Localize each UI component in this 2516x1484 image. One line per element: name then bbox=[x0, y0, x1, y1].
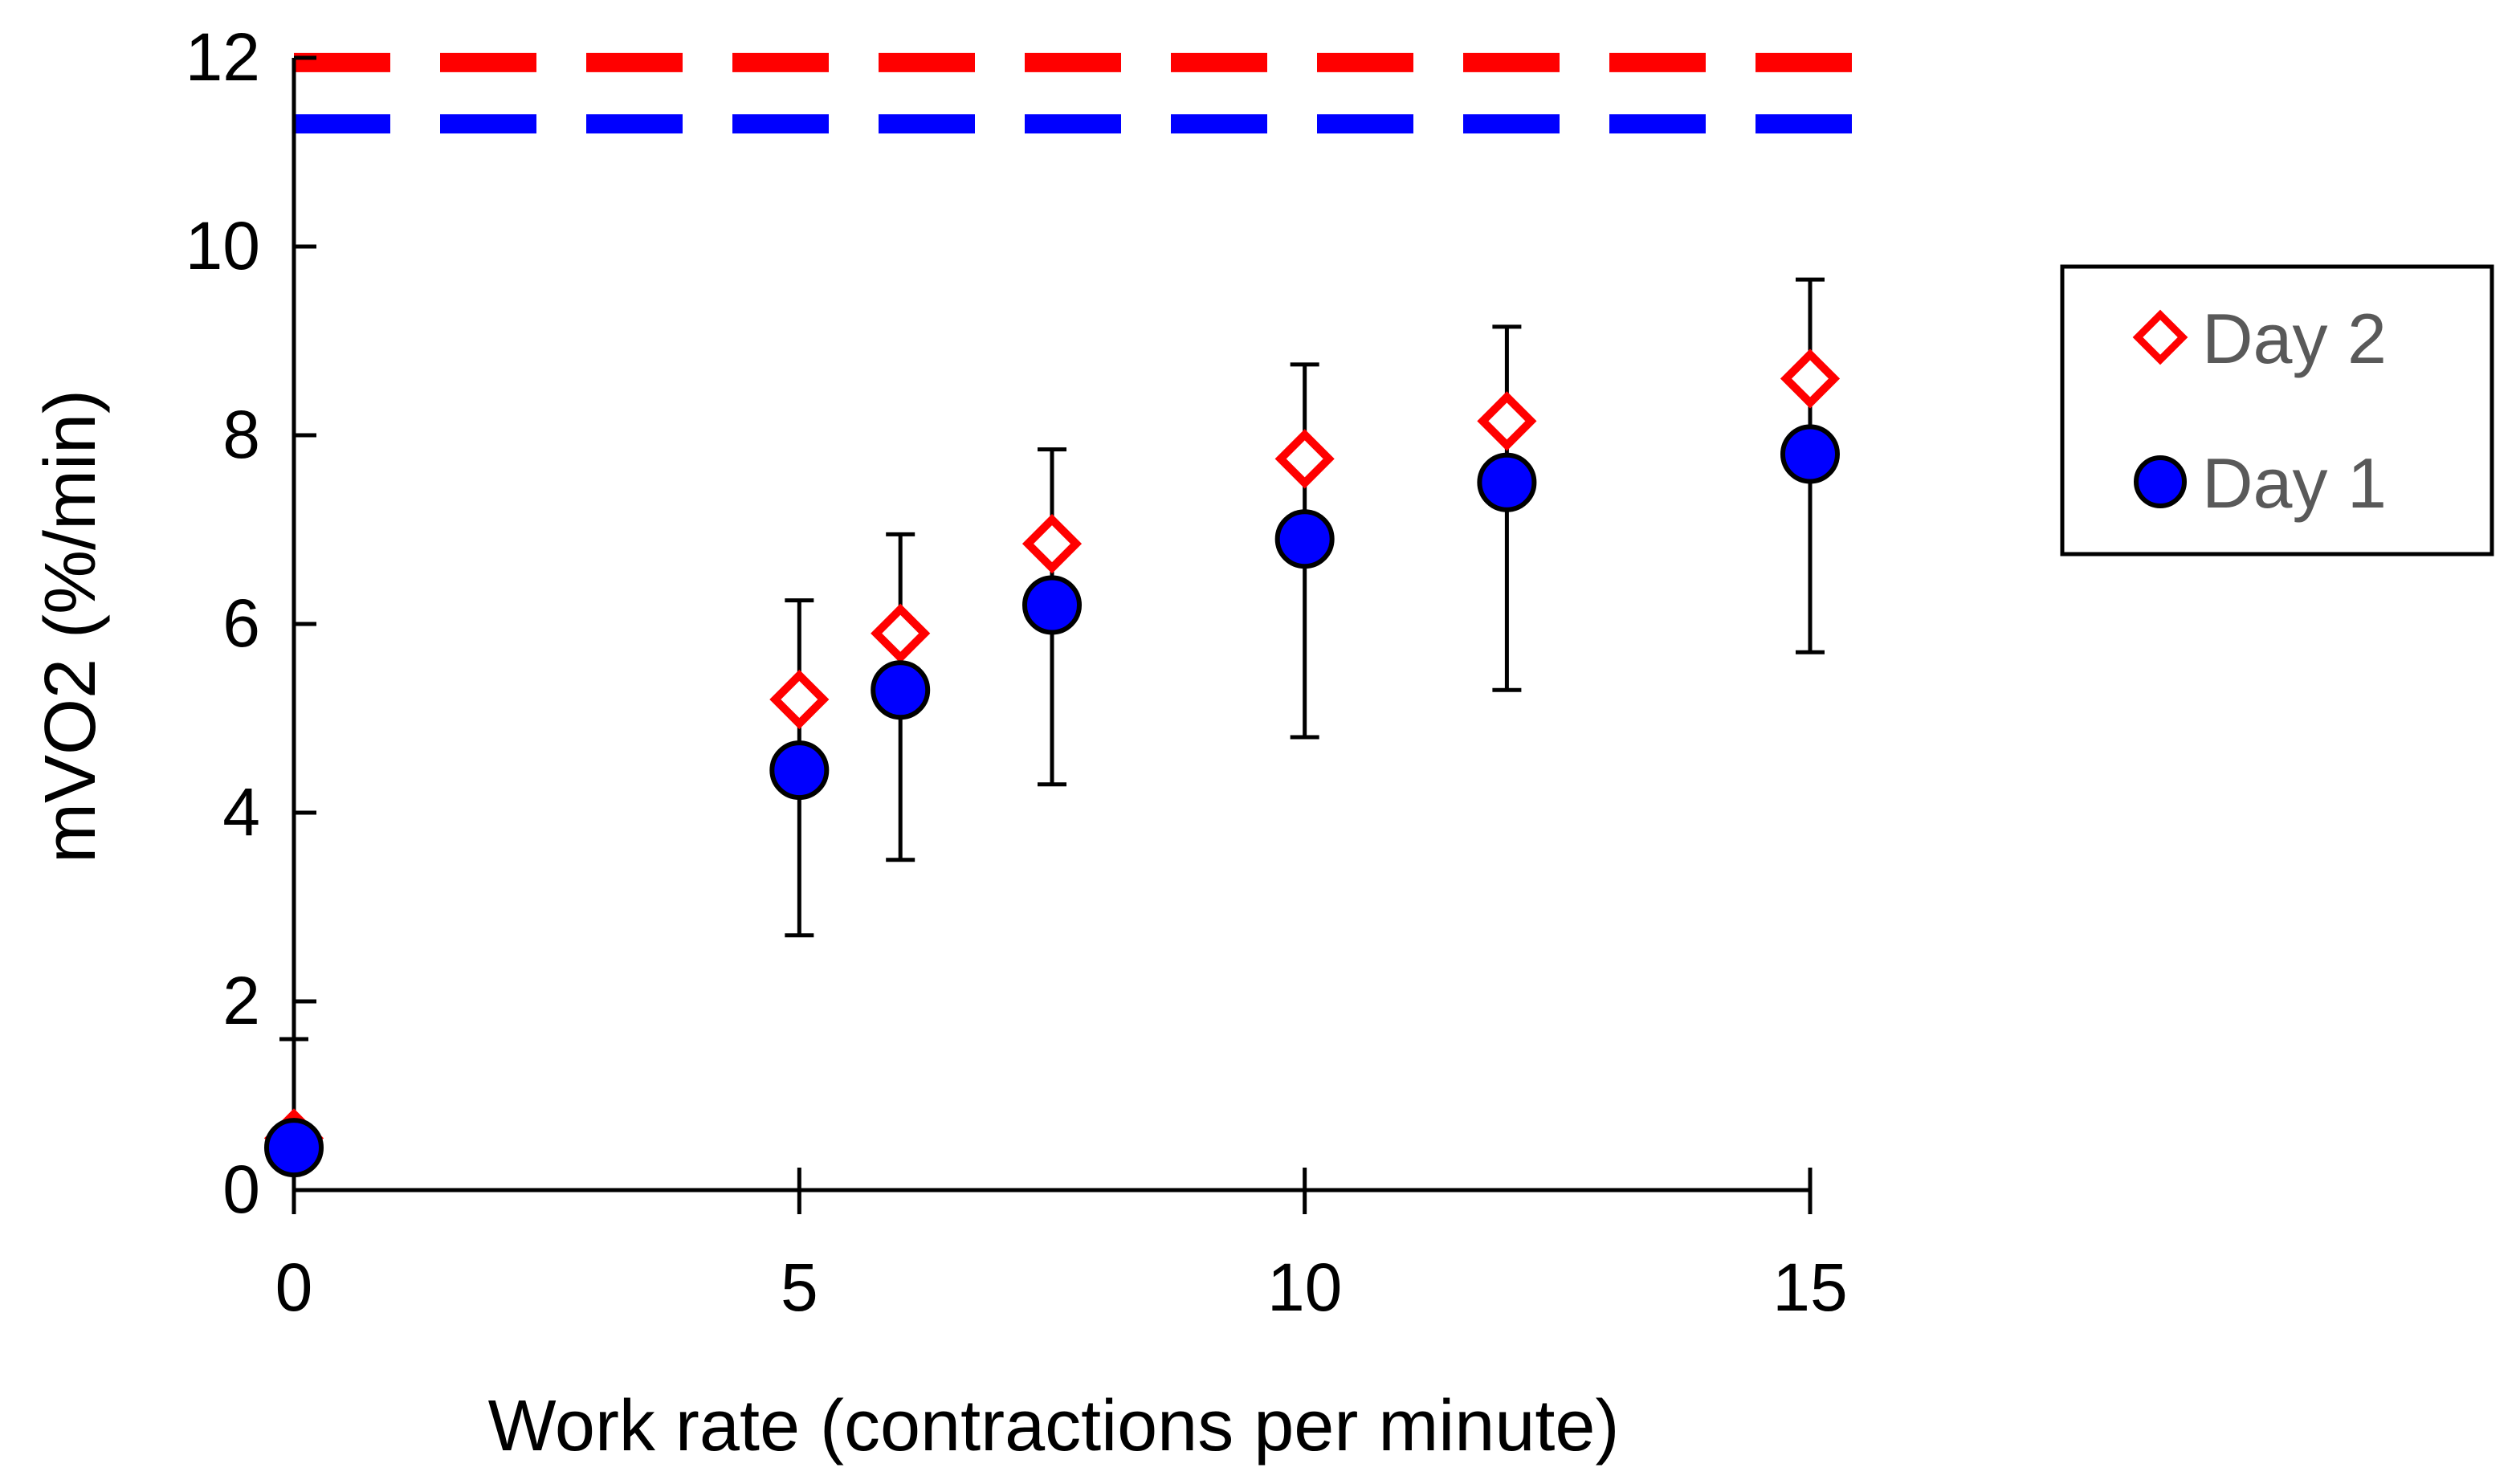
day2-point-6 bbox=[1477, 391, 1537, 451]
data-markers bbox=[263, 349, 1841, 1178]
y-tick-label-6: 6 bbox=[222, 585, 260, 661]
y-tick-label-12: 12 bbox=[186, 19, 260, 95]
tick-labels: 0 2 4 6 8 10 12 0 5 10 15 bbox=[186, 19, 1848, 1325]
y-tick-label-4: 4 bbox=[222, 774, 260, 850]
day1-point-4 bbox=[1022, 575, 1082, 635]
legend-day1-label: Day 1 bbox=[2202, 443, 2387, 523]
y-tick-label-0: 0 bbox=[222, 1152, 260, 1227]
day2-point-4 bbox=[1021, 514, 1083, 574]
legend-day2-marker bbox=[2132, 309, 2188, 365]
axes bbox=[292, 55, 1813, 1214]
y-tick-label-2: 2 bbox=[222, 963, 260, 1038]
legend-day1-marker bbox=[2134, 455, 2187, 508]
reference-lines bbox=[294, 52, 1858, 134]
legend-day2-label: Day 2 bbox=[2202, 299, 2387, 378]
x-tick-label-0: 0 bbox=[275, 1250, 313, 1325]
day2-point-2 bbox=[769, 669, 830, 730]
day1-point-2 bbox=[769, 740, 830, 801]
y-axis-title: mVO2 (%/min) bbox=[31, 389, 111, 863]
x-tick-label-15: 15 bbox=[1772, 1250, 1847, 1325]
day2-point-3 bbox=[871, 603, 931, 663]
y-tick-label-8: 8 bbox=[222, 397, 260, 472]
day1-point-1 bbox=[264, 1118, 324, 1178]
legend: Day 2 Day 1 bbox=[2060, 264, 2494, 556]
day1-point-5 bbox=[1274, 509, 1335, 569]
day1-point-6 bbox=[1477, 452, 1537, 512]
legend-box bbox=[2060, 264, 2494, 556]
day2-point-5 bbox=[1274, 429, 1335, 489]
day1-point-7 bbox=[1780, 424, 1840, 484]
x-axis-title: Work rate (contractions per minute) bbox=[488, 1386, 1620, 1466]
day2-point-7 bbox=[1780, 349, 1841, 409]
day1-point-3 bbox=[871, 660, 931, 720]
x-tick-label-5: 5 bbox=[781, 1250, 818, 1325]
error-bars bbox=[279, 277, 1825, 1150]
y-tick-label-10: 10 bbox=[186, 208, 260, 283]
x-tick-label-10: 10 bbox=[1267, 1250, 1342, 1325]
